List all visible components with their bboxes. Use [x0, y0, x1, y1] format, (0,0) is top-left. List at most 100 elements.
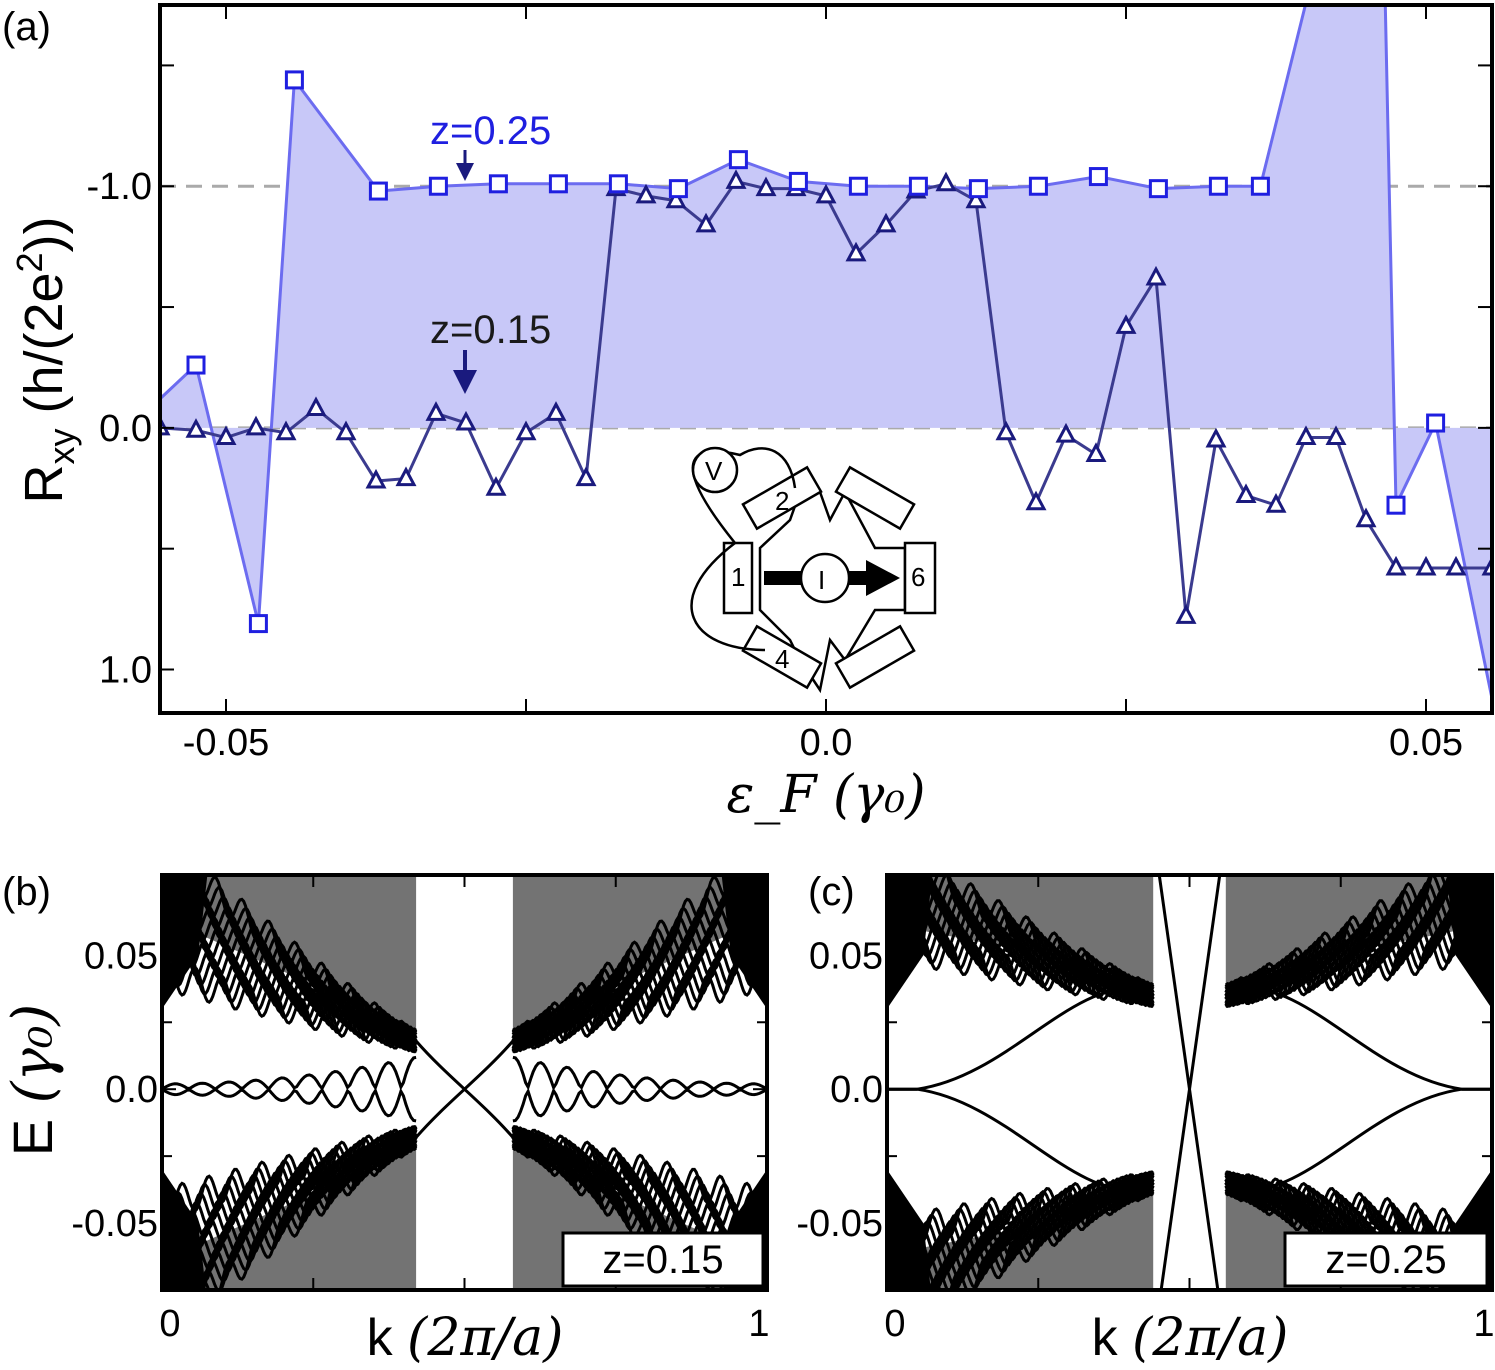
- square-marker: [1088, 167, 1108, 187]
- contact-5: [834, 624, 916, 690]
- triangle-marker: [635, 183, 657, 204]
- square-marker: [848, 176, 868, 196]
- panel-b-legend-box: [561, 1231, 765, 1288]
- square-marker: [1208, 176, 1228, 196]
- current-arrow-tail: [764, 571, 804, 585]
- contact-2-label: 2: [775, 486, 789, 516]
- contact-4: [741, 624, 823, 690]
- current-arrow-head: [846, 560, 900, 596]
- panel-c-plot-area: [887, 875, 1492, 1290]
- square-marker: [248, 614, 268, 634]
- x-tick-label: 1: [748, 1303, 769, 1345]
- bulk-band-corner: [887, 1169, 931, 1290]
- bulk-band-corner: [162, 875, 208, 1009]
- y-tick-label: 0.0: [105, 1069, 158, 1111]
- triangle-marker: [575, 466, 597, 487]
- panel-c-axes: 0 1 0.05 0.0 -0.05: [796, 875, 1495, 1345]
- x-tick-label: 0: [159, 1303, 180, 1345]
- triangle-marker: [815, 183, 837, 204]
- triangle-marker: [1055, 422, 1077, 443]
- x-tick-label: -0.05: [183, 722, 270, 764]
- panel-c-label: (c): [808, 870, 855, 914]
- panel-b-y-axis-label: E (γ₀): [1, 1004, 66, 1157]
- inset-labels: V I 1 2 4 6: [705, 456, 925, 674]
- bulk-band-dense: [186, 875, 417, 1041]
- triangle-marker: [1445, 555, 1467, 576]
- flat-edge-band: [162, 1087, 417, 1123]
- panel-b-x-axis-label: k (2π/a): [367, 1308, 564, 1368]
- bulk-band-dense: [186, 1137, 417, 1290]
- panel-b-axes: 0 1 0.05 0.0 -0.05: [71, 875, 770, 1345]
- triangle-marker: [1325, 425, 1347, 446]
- square-marker: [1386, 495, 1406, 515]
- panel-a-plot-area: [160, 5, 1492, 699]
- bulk-band-corner: [1446, 875, 1492, 1009]
- series-z025-fill: [160, 5, 1492, 699]
- bulk-band-dense: [1225, 875, 1468, 996]
- triangle-marker: [845, 241, 867, 262]
- square-marker: [668, 179, 688, 199]
- triangle-marker: [935, 171, 957, 192]
- panel-b: (b) 0 1 0.05 0.0 -0.05 z=0.15 E (γ₀) k (2π/a…: [1, 870, 770, 1368]
- current-label: I: [818, 565, 825, 595]
- y-tick-label: 0.05: [809, 935, 883, 977]
- panel-a-y-axis-label: Rxy (h/(2e2)): [9, 216, 82, 503]
- panel-a-x-axis-label: ε_F (γ₀): [726, 765, 925, 825]
- triangle-marker: [1415, 555, 1437, 576]
- ylabel-main: R: [14, 465, 74, 504]
- bulk-band-dense: [911, 875, 1154, 996]
- dirac-line: [1159, 875, 1222, 1290]
- triangle-marker: [305, 396, 327, 417]
- triangle-marker: [1145, 265, 1167, 286]
- ylabel-end: )): [14, 216, 74, 252]
- panel-c-legend-box: [1283, 1231, 1489, 1288]
- bulk-band-corner: [721, 875, 767, 1009]
- annotation-z025: z=0.25: [430, 109, 551, 153]
- flat-edge-band: [512, 1055, 767, 1092]
- square-marker: [548, 174, 568, 194]
- triangle-marker: [185, 418, 207, 438]
- triangle-marker: [485, 476, 507, 496]
- xlabel-k-unit-b: (2π/a): [407, 1308, 563, 1368]
- triangle-marker: [1385, 555, 1407, 576]
- gap-state-curve: [887, 985, 1142, 1091]
- y-tick-label: -0.05: [71, 1203, 158, 1245]
- gap-state-curve: [1237, 985, 1492, 1091]
- triangle-marker: [455, 410, 477, 431]
- triangle-marker: [425, 401, 447, 421]
- square-marker: [1426, 413, 1446, 433]
- triangle-marker: [1235, 483, 1257, 504]
- triangle-marker: [1175, 604, 1197, 624]
- y-tick-label: 0.0: [830, 1069, 883, 1111]
- bulk-band-corner: [887, 875, 933, 1009]
- ylabel-rest: (h/(2e: [14, 272, 74, 428]
- xlabel-k-unit-c: (2π/a): [1132, 1308, 1288, 1368]
- contact-2: [741, 465, 823, 531]
- square-marker: [728, 150, 748, 170]
- contact-4-label: 4: [775, 644, 789, 674]
- triangle-marker: [995, 420, 1017, 441]
- panel-a-axes: -0.05 0.0 0.05 1.0 0.0 -1.0: [87, 5, 1492, 764]
- square-marker: [968, 179, 988, 199]
- ylabel-sup: 2: [9, 252, 50, 272]
- panel-c: (c) 0 1 0.05 0.0 -0.05 z=0.25 k (2π/a): [796, 870, 1495, 1368]
- x-tick-label: 0: [884, 1303, 905, 1345]
- triangle-marker: [1115, 314, 1137, 334]
- svg-text:Rxy (h/(2e2)): Rxy (h/(2e2)): [9, 216, 82, 503]
- square-marker: [1250, 176, 1270, 196]
- triangle-marker: [665, 188, 687, 209]
- voltmeter-circle: [691, 446, 739, 494]
- triangle-marker: [335, 420, 357, 441]
- contact-3: [834, 465, 916, 531]
- annotation-z015: z=0.15: [430, 308, 551, 352]
- panel-c-legend-text: z=0.25: [1325, 1238, 1446, 1282]
- bulk-band-dense: [911, 1182, 1154, 1290]
- ylabel-e-unit: (γ₀): [1, 1004, 66, 1104]
- square-marker: [788, 171, 808, 191]
- square-marker: [1148, 179, 1168, 199]
- panel-a: (a) -0.05 0.0 0.051.00.0-1.0 Rxy (h/(2e2))…: [2, 3, 1494, 825]
- contact-6: [903, 541, 937, 615]
- triangle-marker: [755, 176, 777, 197]
- xlabel-k-b: k: [367, 1309, 394, 1367]
